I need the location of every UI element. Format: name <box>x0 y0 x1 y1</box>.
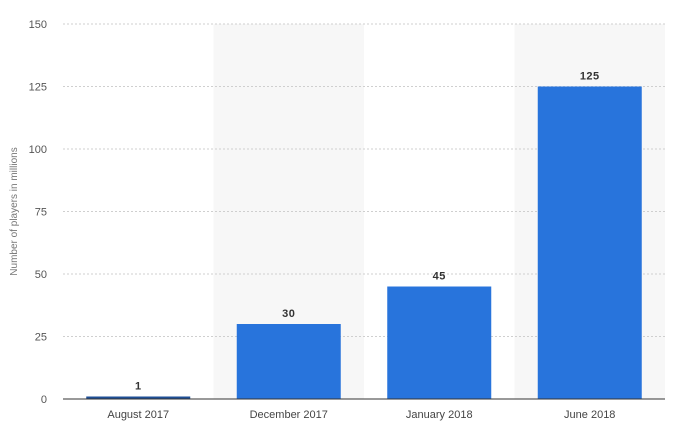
bar <box>387 286 492 399</box>
x-tick-label: June 2018 <box>564 409 615 421</box>
y-axis-ticks: 0 25 50 75 100 125 150 <box>29 19 47 406</box>
bar <box>86 396 191 399</box>
y-tick-label: 150 <box>29 19 47 31</box>
x-tick-label: January 2018 <box>406 409 473 421</box>
bars <box>86 86 642 399</box>
x-tick-label: December 2017 <box>250 409 328 421</box>
y-tick-label: 100 <box>29 144 47 156</box>
x-tick-label: August 2017 <box>107 409 169 421</box>
y-tick-label: 50 <box>35 269 47 281</box>
x-axis-categories: August 2017 December 2017 January 2018 June… <box>107 409 615 421</box>
data-labels: 1 30 45 125 <box>135 71 600 393</box>
data-label: 45 <box>433 271 446 283</box>
data-label: 125 <box>580 71 600 83</box>
data-label: 1 <box>135 381 142 393</box>
bar <box>236 324 341 399</box>
y-tick-label: 125 <box>29 82 47 94</box>
y-tick-label: 75 <box>35 207 47 219</box>
y-axis-label: Number of players in millions <box>9 147 20 275</box>
y-tick-label: 0 <box>41 394 47 406</box>
data-label: 30 <box>282 308 295 320</box>
bar <box>537 86 642 399</box>
y-tick-label: 25 <box>35 332 47 344</box>
